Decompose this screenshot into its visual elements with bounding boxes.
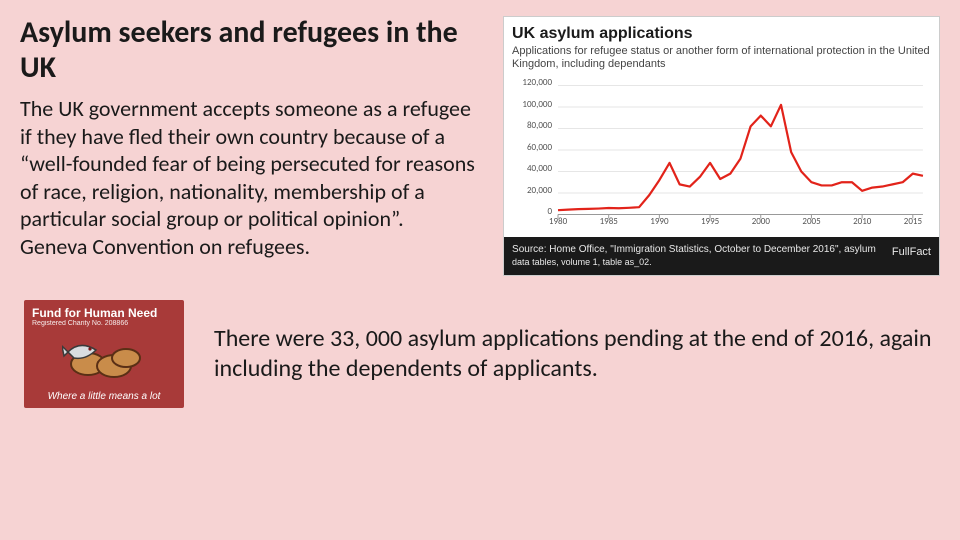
page-title: Asylum seekers and refugees in the UK	[20, 16, 483, 85]
y-tick-label: 120,000	[512, 77, 552, 88]
x-tick-label: 2015	[898, 216, 928, 227]
x-tick-label: 2005	[797, 216, 827, 227]
chart-subtitle: Applications for refugee status or anoth…	[512, 45, 931, 71]
chart-source-footer: FullFact Source: Home Office, "Immigrati…	[504, 237, 939, 275]
fund-card: Fund for Human Need Registered Charity N…	[24, 300, 184, 408]
text-column: Asylum seekers and refugees in the UK Th…	[20, 16, 483, 276]
x-tick-label: 1980	[543, 216, 573, 227]
line-chart-svg	[512, 77, 931, 237]
loaves-fishes-icon	[62, 330, 146, 382]
chart-panel: UK asylum applications Applications for …	[503, 16, 940, 276]
source-line-1: Source: Home Office, "Immigration Statis…	[512, 244, 876, 255]
y-tick-label: 60,000	[512, 142, 552, 153]
x-tick-label: 2000	[746, 216, 776, 227]
bottom-region: Fund for Human Need Registered Charity N…	[0, 286, 960, 408]
source-line-2: data tables, volume 1, table as_02.	[512, 257, 652, 267]
source-brand: FullFact	[892, 243, 931, 261]
y-tick-label: 80,000	[512, 120, 552, 131]
top-region: Asylum seekers and refugees in the UK Th…	[0, 0, 960, 286]
y-tick-label: 20,000	[512, 185, 552, 196]
y-tick-label: 40,000	[512, 163, 552, 174]
x-tick-label: 1985	[594, 216, 624, 227]
y-tick-label: 100,000	[512, 99, 552, 110]
chart-title: UK asylum applications	[512, 25, 931, 43]
x-tick-label: 1990	[644, 216, 674, 227]
body-paragraph: The UK government accepts someone as a r…	[20, 95, 483, 260]
chart-plot-area: 020,00040,00060,00080,000100,000120,0001…	[512, 77, 931, 237]
fund-card-slogan: Where a little means a lot	[24, 391, 184, 402]
x-tick-label: 2010	[847, 216, 877, 227]
x-tick-label: 1995	[695, 216, 725, 227]
fund-card-title: Fund for Human Need	[32, 306, 176, 320]
fund-card-charity: Registered Charity No. 208866	[32, 320, 176, 327]
bottom-paragraph: There were 33, 000 asylum applications p…	[214, 324, 936, 384]
